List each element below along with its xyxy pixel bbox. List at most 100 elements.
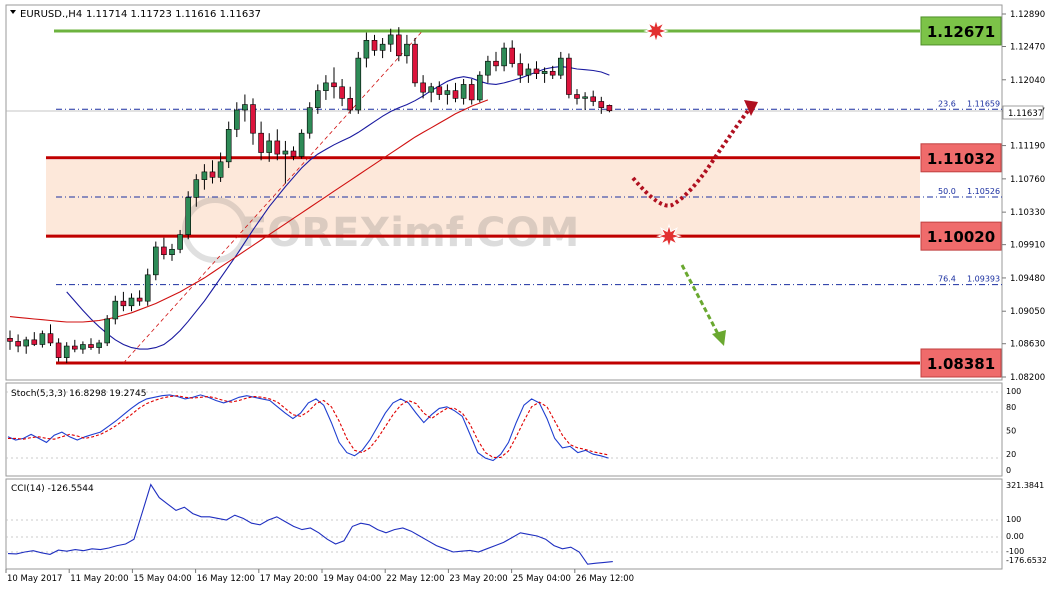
stoch-signal-line	[8, 395, 609, 458]
stoch-axis: 100 80 50 20 0	[1006, 387, 1021, 475]
time-tick-label: 25 May 04:00	[513, 574, 571, 584]
bear-candle	[161, 246, 167, 256]
burst-marker-icon	[643, 18, 669, 44]
price-tick-label: 1.09050	[1010, 307, 1045, 317]
stoch-label: Stoch(5,3,3) 16.8298 19.2745	[11, 389, 146, 399]
time-tick-label: 17 May 20:00	[260, 574, 318, 584]
bull-candle	[128, 297, 135, 307]
dropdown-triangle-icon[interactable]	[10, 10, 16, 14]
price-tick-label: 1.12040	[1010, 76, 1045, 86]
time-tick-label: 26 May 12:00	[576, 574, 634, 584]
bull-candle	[476, 74, 483, 101]
bullish-arrow-head	[744, 100, 758, 116]
fib-pct-label: 76.4	[938, 275, 956, 284]
stoch-panel: Stoch(5,3,3) 16.8298 19.2745 100 80 50 20 0	[6, 387, 1021, 475]
bear-candle	[574, 94, 580, 99]
bear-candle	[606, 105, 613, 112]
bear-candle	[290, 150, 297, 157]
price-tick-label: 1.10330	[1010, 208, 1045, 218]
bull-candle	[153, 246, 159, 276]
moving-averages	[9, 29, 610, 364]
current-price-marker: 1.11637	[1002, 105, 1044, 120]
bear-candle	[371, 40, 378, 51]
ma-slow-line	[9, 99, 489, 323]
time-tick-label: 19 May 04:00	[323, 574, 381, 584]
level-label-box	[920, 221, 1002, 251]
bear-candle	[549, 70, 556, 76]
bear-candle	[274, 140, 281, 155]
bull-candle	[201, 171, 208, 180]
price-tick-label: 1.09910	[1010, 241, 1045, 251]
bearish-scenario-arrow	[680, 264, 720, 335]
bear-candle	[566, 57, 572, 95]
cci-label: CCI(14) -126.5544	[11, 484, 94, 494]
bull-candle	[582, 96, 588, 99]
cci-tick-label: -176.6532	[1006, 556, 1046, 565]
bear-candle	[452, 90, 459, 99]
bear-candle	[120, 300, 127, 307]
cci-tick-label: -100	[1006, 547, 1024, 556]
main-panel-border	[5, 4, 1003, 381]
bear-candle	[47, 333, 54, 344]
bear-candle	[590, 96, 597, 102]
bull-candle	[387, 34, 394, 45]
bear-candle	[331, 82, 337, 88]
ma-fast-line	[66, 66, 610, 350]
bull-candle	[177, 234, 183, 250]
level-label-box	[920, 16, 1002, 46]
bear-candle	[468, 84, 475, 101]
bull-candle	[39, 333, 46, 345]
bear-candle	[72, 345, 78, 350]
stoch-tick-label: 50	[1006, 427, 1016, 436]
bull-candle	[225, 129, 232, 163]
stoch-panel-border	[5, 382, 1003, 477]
watermark: FOREXimf.COM	[182, 197, 579, 263]
current-price-label: 1.11637	[1008, 109, 1043, 119]
bull-candle	[96, 342, 102, 348]
stoch-lines	[7, 394, 609, 462]
cci-tick-label: 321.3841	[1006, 481, 1044, 490]
cci-panel-border	[5, 478, 1003, 570]
bull-candle	[501, 47, 507, 67]
bull-candle	[266, 140, 273, 153]
level-label-box	[920, 143, 1002, 173]
price-tick-label: 1.08630	[1010, 340, 1045, 350]
stoch-tick-label: 20	[1006, 450, 1016, 459]
bear-candle	[517, 63, 524, 76]
price-tick-label: 1.12890	[1010, 10, 1045, 20]
bear-candle	[209, 171, 216, 178]
bull-candle	[112, 300, 119, 320]
bull-candle	[234, 109, 240, 130]
bull-candle	[485, 60, 491, 76]
bull-candle	[169, 248, 175, 256]
stoch-tick-label: 80	[1006, 403, 1016, 412]
bear-candle	[31, 339, 38, 345]
candles	[7, 27, 613, 364]
price-tick-label: 1.10760	[1010, 175, 1045, 185]
cci-tick-label: 0.00	[1006, 532, 1024, 541]
bear-candle	[15, 341, 21, 347]
bull-candle	[323, 82, 329, 91]
bull-candle	[282, 150, 289, 155]
fib-trend-line	[123, 29, 424, 364]
stoch-tick-label: 100	[1006, 387, 1021, 396]
fib-price-label: 1.10526	[967, 187, 1000, 196]
bull-candle	[298, 132, 305, 157]
bull-candle	[355, 57, 362, 111]
level-label-text: 1.12671	[927, 23, 995, 41]
fib-price-label: 1.09393	[967, 275, 1000, 284]
bull-candle	[306, 107, 313, 134]
cci-panel: CCI(14) -126.5544 321.3841 100 0.00 -100-17…	[6, 481, 1046, 565]
bull-candle	[80, 344, 86, 350]
bear-candle	[339, 86, 345, 99]
stoch-main-line	[7, 394, 609, 462]
bull-candle	[404, 43, 410, 57]
price-lines: 23.6 1.11659 50.0 1.10526 76.4 1.09393	[6, 29, 1002, 365]
bull-candle	[23, 339, 30, 347]
bull-candle	[193, 179, 200, 198]
time-tick-label: 23 May 20:00	[449, 574, 507, 584]
fib-price-label: 1.11659	[967, 99, 1000, 108]
bull-candle	[525, 68, 532, 76]
cci-tick-label: 100	[1006, 515, 1021, 524]
time-tick-label: 10 May 2017	[7, 574, 62, 584]
